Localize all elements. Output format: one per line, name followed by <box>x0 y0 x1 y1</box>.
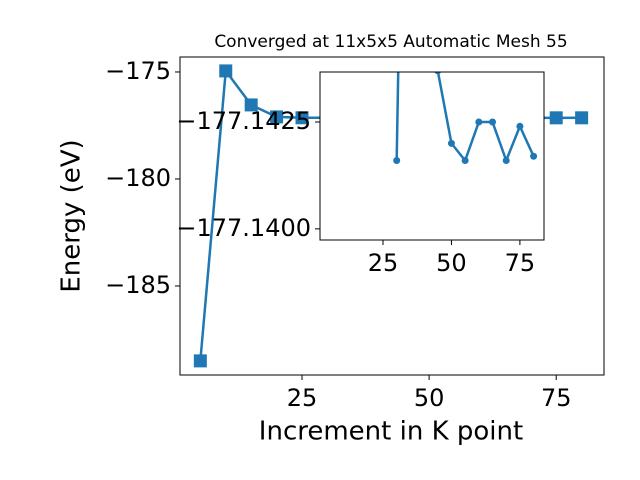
axes-frame <box>319 71 545 241</box>
inset-background <box>320 72 544 240</box>
x-axis-label: Increment in K point <box>259 417 523 447</box>
data-marker <box>489 118 497 126</box>
y-tick-label: −177.1400 <box>176 214 311 242</box>
y-tick-label: −175 <box>105 57 171 85</box>
y-tick-label: −177.1425 <box>176 107 311 135</box>
data-marker <box>219 64 233 78</box>
data-marker <box>475 118 483 126</box>
plot-area <box>393 72 538 165</box>
data-marker <box>295 111 309 125</box>
data-marker <box>244 98 258 112</box>
data-marker <box>516 122 524 130</box>
x-tick-label: 50 <box>414 384 445 412</box>
y-axis-label: Energy (eV) <box>57 139 87 292</box>
axes-frame <box>179 56 605 376</box>
x-tick-label: 50 <box>436 249 467 277</box>
x-tick-label: 75 <box>505 249 536 277</box>
y-tick-label: −185 <box>105 271 171 299</box>
y-tick-label: −180 <box>105 164 171 192</box>
data-marker <box>502 156 510 164</box>
data-marker <box>447 139 455 147</box>
x-tick-label: 75 <box>541 384 572 412</box>
x-tick-label: 25 <box>368 249 399 277</box>
data-marker <box>549 111 563 125</box>
data-marker <box>270 110 284 124</box>
data-marker <box>530 152 538 160</box>
chart-title: Converged at 11x5x5 Automatic Mesh 55 <box>214 32 567 52</box>
data-marker <box>575 111 589 125</box>
data-marker <box>461 156 469 164</box>
data-marker <box>193 354 207 368</box>
data-marker <box>434 72 442 75</box>
x-tick-label: 25 <box>287 384 318 412</box>
data-marker <box>393 156 401 164</box>
